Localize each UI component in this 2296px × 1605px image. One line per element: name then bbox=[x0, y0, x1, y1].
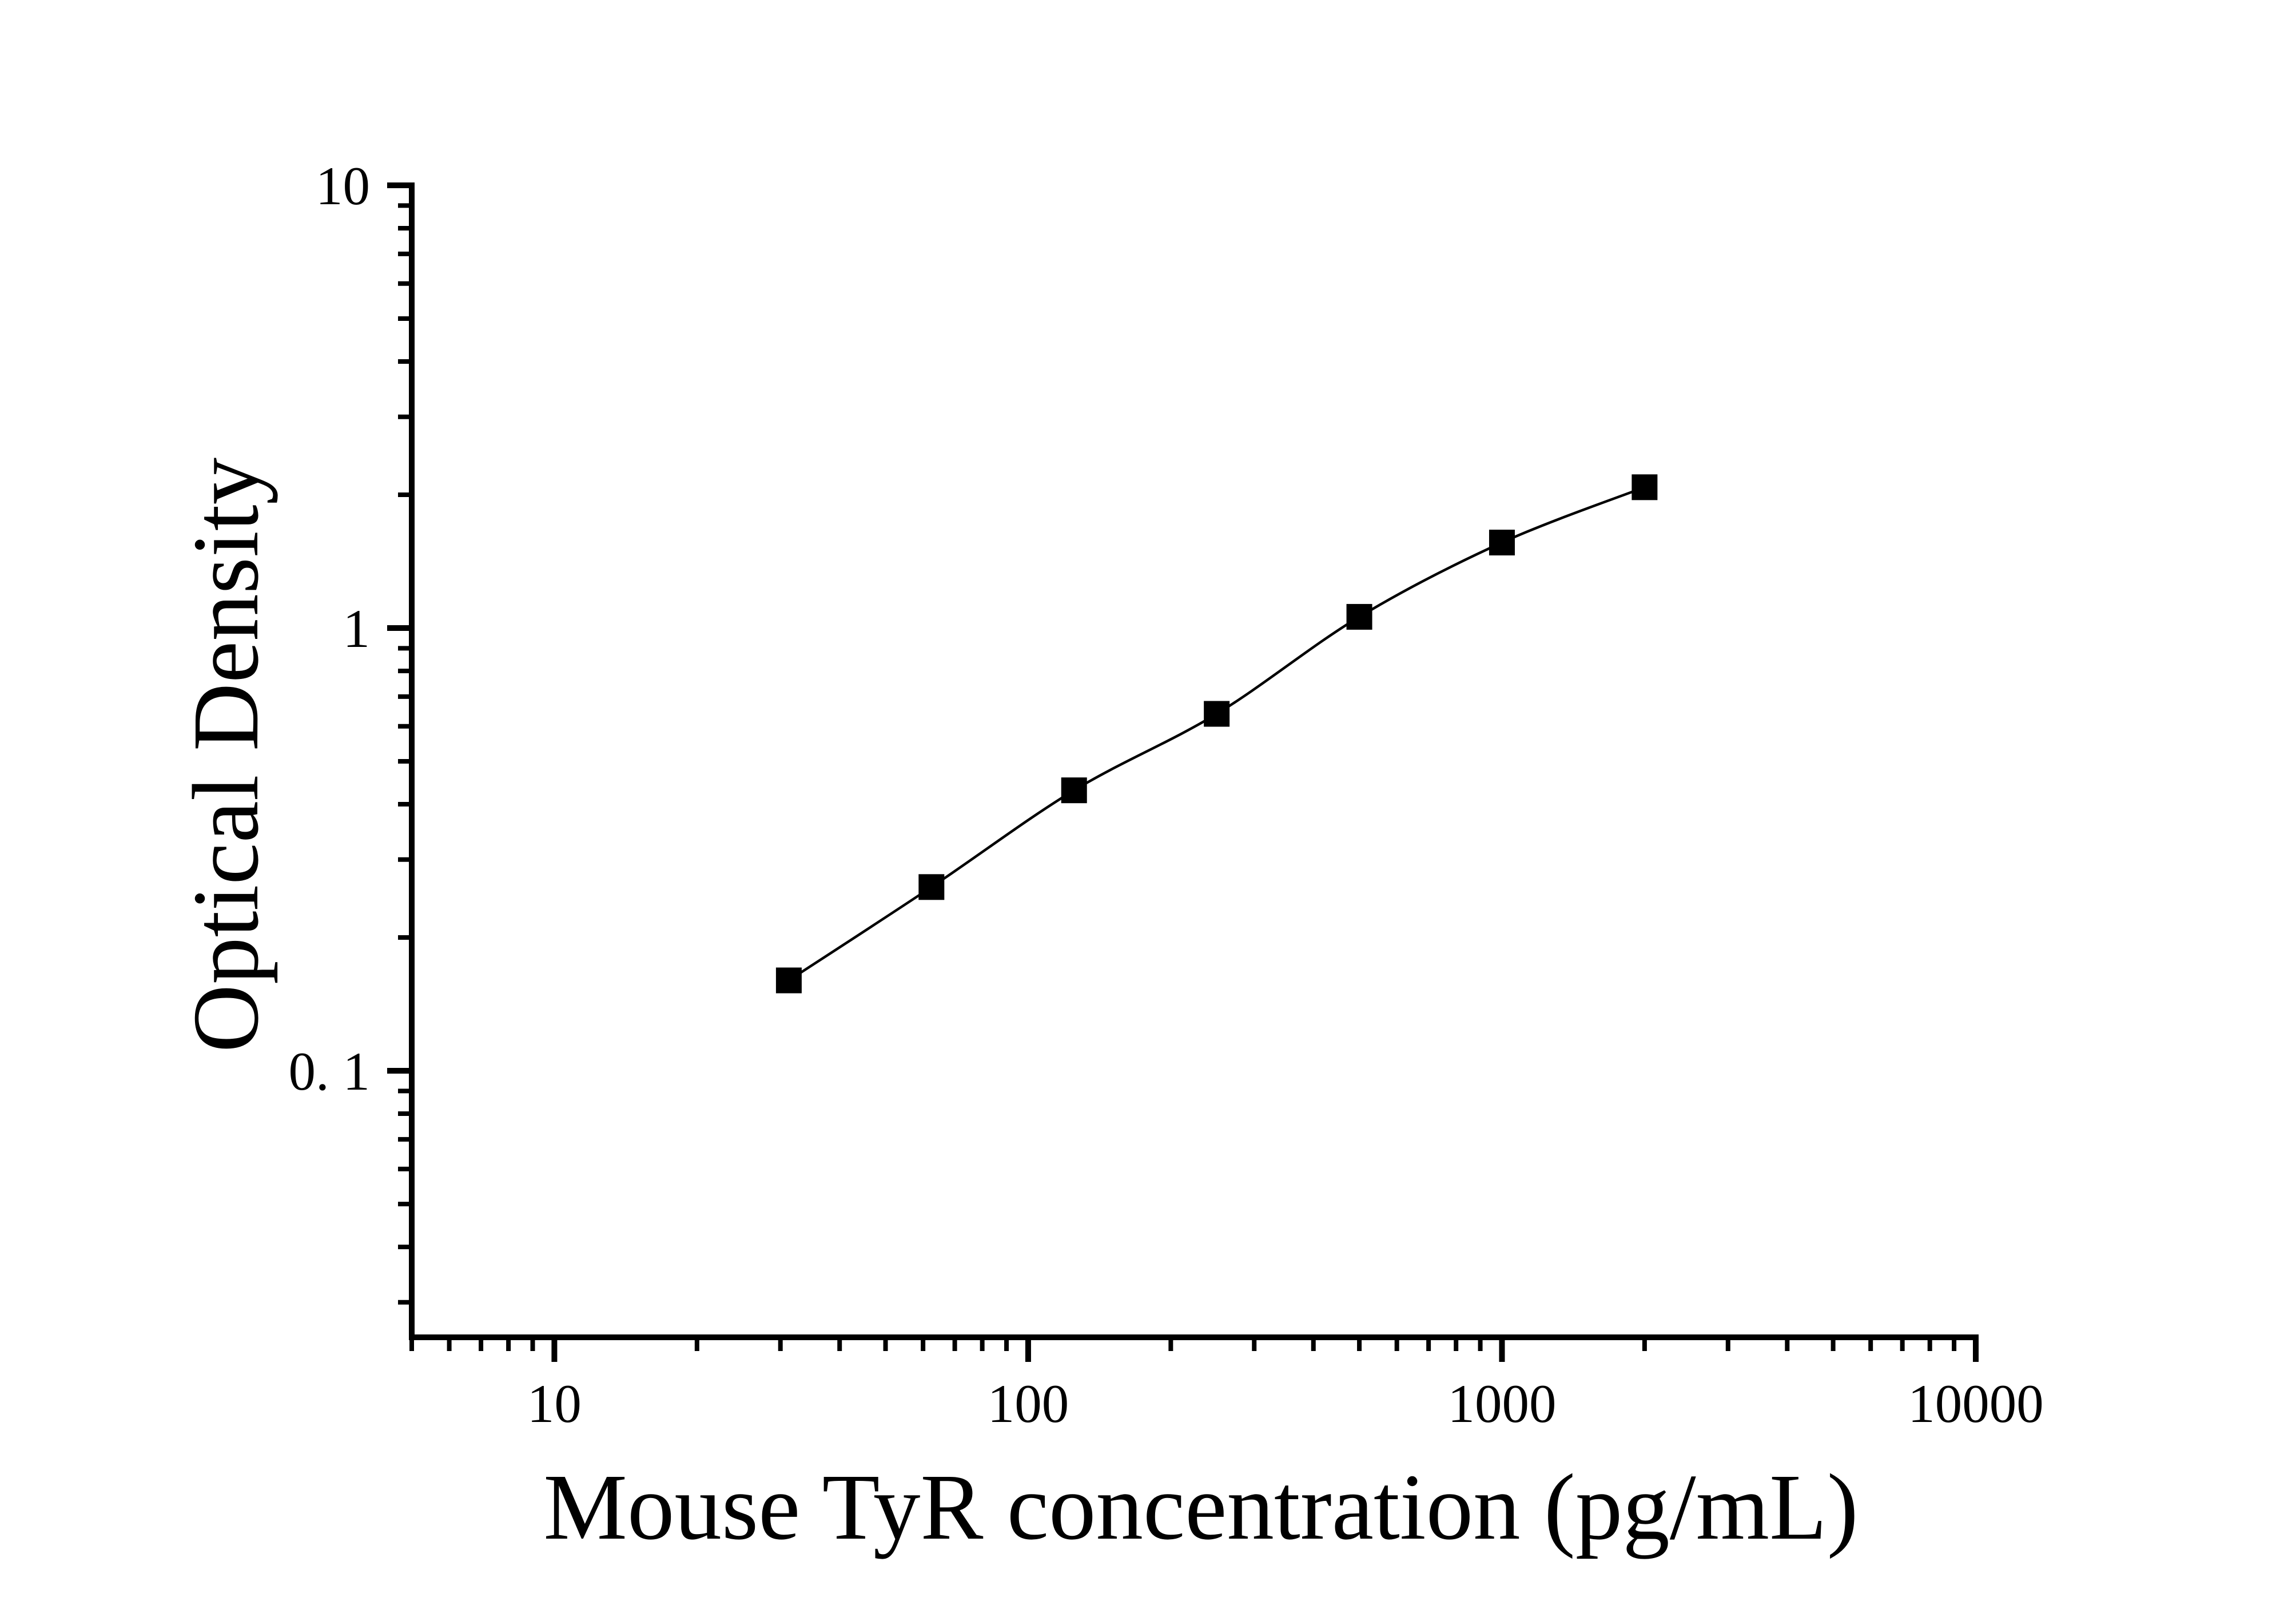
curve-line bbox=[788, 486, 1645, 982]
y-tick-label: 10 bbox=[316, 156, 370, 216]
y-tick-label: 0. 1 bbox=[289, 1041, 371, 1102]
data-point-marker bbox=[775, 967, 802, 994]
data-point-marker bbox=[1346, 603, 1372, 630]
data-point-marker bbox=[918, 874, 945, 900]
x-tick-label: 1000 bbox=[1447, 1373, 1556, 1434]
x-tick-label: 10000 bbox=[1908, 1373, 2044, 1434]
axis-ticks bbox=[387, 182, 1979, 1362]
x-axis-title: Mouse TyR concentration (pg/mL) bbox=[543, 1455, 1859, 1559]
x-tick-label: 100 bbox=[988, 1373, 1069, 1434]
data-point-marker bbox=[1061, 777, 1087, 804]
data-point-marker bbox=[1489, 530, 1515, 556]
data-point-marker bbox=[1632, 474, 1658, 500]
data-points bbox=[775, 474, 1658, 994]
y-axis-title: Optical Density bbox=[173, 458, 278, 1052]
y-tick-label: 1 bbox=[343, 598, 371, 659]
data-point-marker bbox=[1204, 701, 1230, 727]
axis-tick-labels: 10 100 1000 10000 0. 1 1 10 bbox=[289, 156, 2044, 1434]
axes bbox=[409, 182, 1979, 1340]
x-tick-label: 10 bbox=[527, 1373, 582, 1434]
